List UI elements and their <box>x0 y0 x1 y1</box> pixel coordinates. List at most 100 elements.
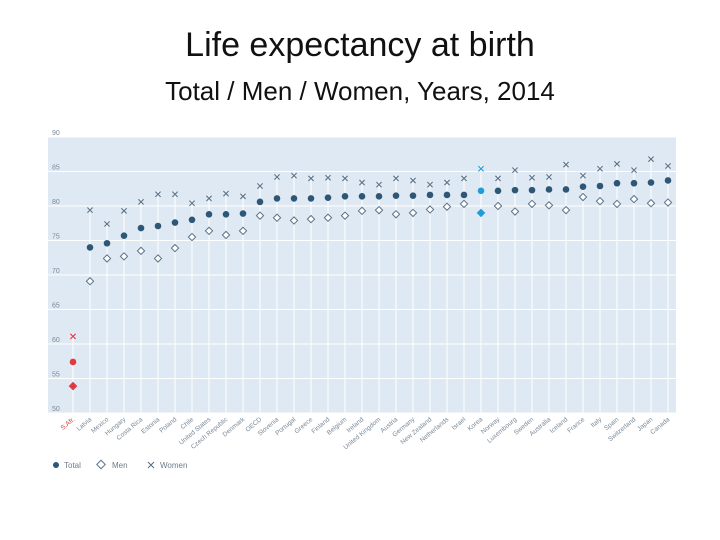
point-men <box>238 226 248 236</box>
point-total <box>341 193 349 200</box>
point-men <box>357 206 367 216</box>
point-men <box>612 199 622 209</box>
point-total <box>664 177 672 184</box>
point-total <box>460 191 468 199</box>
point-women <box>206 195 212 202</box>
point-total <box>477 187 485 195</box>
point-total <box>528 186 536 194</box>
point-women <box>359 179 365 186</box>
y-tick-label: 55 <box>52 372 60 379</box>
point-women <box>308 175 314 182</box>
point-total <box>324 194 332 202</box>
point-total <box>205 210 213 218</box>
x-category-label: Israel <box>451 416 468 432</box>
point-women <box>614 160 620 167</box>
point-women <box>427 181 433 188</box>
point-men <box>561 205 571 215</box>
point-total <box>256 198 264 206</box>
point-women <box>291 172 297 179</box>
point-total <box>426 191 434 199</box>
point-men <box>170 243 180 253</box>
point-total <box>511 186 519 194</box>
y-tick-label: 75 <box>52 234 60 241</box>
point-total <box>545 186 553 193</box>
point-men <box>544 201 554 210</box>
point-men <box>459 199 469 209</box>
point-men <box>476 208 486 218</box>
point-women <box>240 193 246 200</box>
point-women <box>121 207 127 214</box>
point-women <box>512 167 518 174</box>
point-women <box>665 162 671 169</box>
point-women <box>478 165 484 172</box>
point-men <box>136 246 146 256</box>
x-category-label: Italy <box>590 416 604 430</box>
x-category-label: Canada <box>649 416 671 436</box>
point-total <box>154 222 162 230</box>
legend-men-label: Men <box>112 461 128 470</box>
chart-subtitle: Total / Men / Women, Years, 2014 <box>165 76 555 106</box>
point-total <box>86 244 94 251</box>
point-women <box>155 191 161 198</box>
point-men <box>221 230 231 240</box>
point-women <box>546 174 552 181</box>
point-men <box>646 198 656 208</box>
point-total <box>307 195 315 202</box>
point-men <box>204 226 214 236</box>
point-women <box>410 177 416 184</box>
x-category-label: Poland <box>158 416 178 435</box>
point-men <box>442 202 452 211</box>
point-men <box>187 232 197 242</box>
x-category-label: Iceland <box>549 416 570 435</box>
point-total <box>222 210 230 218</box>
point-men <box>323 213 333 223</box>
point-women <box>342 175 348 182</box>
point-men <box>85 276 95 286</box>
y-tick-label: 85 <box>52 165 60 172</box>
point-total <box>188 216 196 224</box>
point-men <box>306 214 316 224</box>
point-women <box>138 198 144 205</box>
point-men <box>102 254 112 263</box>
point-women <box>257 183 263 189</box>
y-tick-label: 80 <box>52 199 60 206</box>
point-women <box>563 161 569 168</box>
point-women <box>104 220 110 227</box>
point-women <box>461 175 467 182</box>
x-category-label: France <box>566 416 586 435</box>
point-total <box>647 179 655 186</box>
legend-men-marker <box>96 459 106 470</box>
point-total <box>239 210 247 217</box>
chart-title: Life expectancy at birth <box>185 26 535 64</box>
point-men <box>272 213 282 223</box>
y-tick-label: 90 <box>52 130 60 137</box>
legend-women-marker <box>147 461 155 469</box>
point-women <box>223 190 229 197</box>
point-total <box>171 219 179 226</box>
point-men <box>493 201 503 211</box>
legend-total-label: Total <box>64 461 81 470</box>
point-men <box>289 216 299 225</box>
point-total <box>392 192 400 199</box>
point-men <box>425 205 435 214</box>
point-women <box>325 174 331 181</box>
point-men <box>408 208 418 218</box>
legend-total-marker <box>53 462 59 468</box>
data-marks <box>68 156 673 391</box>
point-women <box>376 181 382 188</box>
point-men <box>663 198 673 207</box>
legend: Total Men Women <box>53 459 187 470</box>
point-women <box>189 200 195 207</box>
point-total <box>579 183 587 190</box>
point-total <box>630 179 638 187</box>
point-total <box>613 179 621 187</box>
point-men <box>119 252 129 261</box>
point-women <box>495 175 501 182</box>
point-men <box>374 205 384 215</box>
point-men <box>68 381 78 391</box>
y-tick-label: 50 <box>52 406 60 413</box>
point-women <box>274 174 280 181</box>
point-women <box>580 172 586 179</box>
point-men <box>255 211 265 220</box>
